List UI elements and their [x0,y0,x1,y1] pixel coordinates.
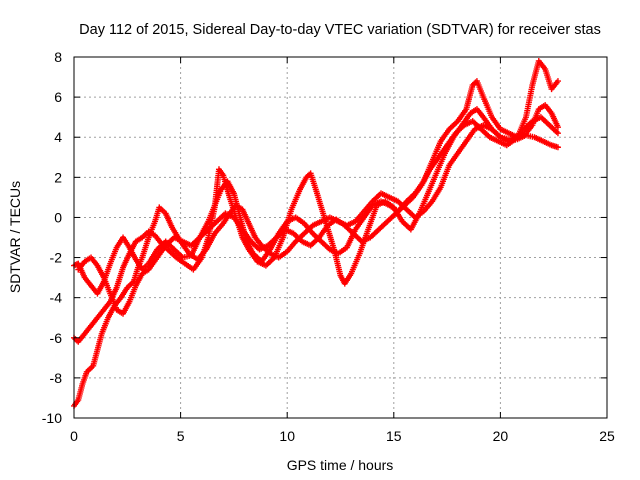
x-tick-label: 15 [386,428,402,444]
x-axis-label: GPS time / hours [287,457,394,473]
y-tick-label: 6 [54,89,62,105]
y-tick-label: 4 [54,129,62,145]
y-tick-label: 2 [54,169,62,185]
y-tick-label: -8 [50,370,63,386]
data-point [554,130,561,137]
x-tick-label: 20 [493,428,509,444]
data-layer [71,58,561,409]
y-tick-label: 0 [54,209,62,225]
y-tick-label: -10 [42,410,62,426]
y-tick-label: 8 [54,49,62,65]
x-tick-label: 10 [279,428,295,444]
data-point [554,78,561,85]
plot-border [73,56,608,419]
y-tick-label: -6 [50,330,63,346]
x-tick-label: 5 [177,428,185,444]
y-tick-label: -4 [50,290,63,306]
y-tick-label: -2 [50,250,63,266]
y-axis-label: SDTVAR / TECUs [7,181,23,293]
grid [74,57,607,418]
data-point [554,124,561,131]
x-tick-label: 0 [70,428,78,444]
chart-title: Day 112 of 2015, Sidereal Day-to-day VTE… [79,22,601,38]
ticks [73,56,608,419]
x-tick-label: 25 [599,428,615,444]
series-track-4 [75,114,561,317]
tick-labels: 0 5 10 15 20 25 -10 -8 -6 -4 -2 0 2 4 6 8 [42,49,615,444]
data-point [554,144,561,151]
